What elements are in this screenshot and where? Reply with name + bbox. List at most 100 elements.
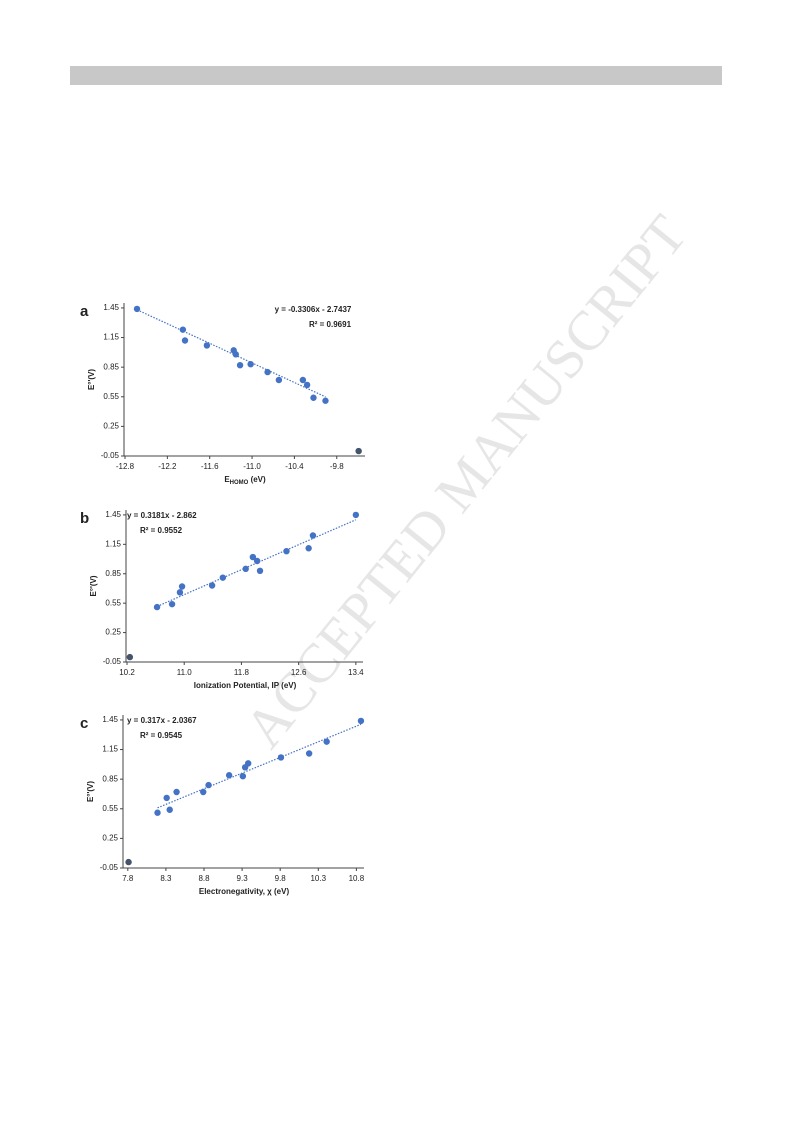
y-tick-label: -0.05 [101, 451, 120, 460]
data-point [219, 574, 227, 581]
x-axis-label: Ionization Potential, IP (eV) [194, 681, 297, 690]
y-tick-label: 1.15 [102, 745, 118, 754]
x-label-main: Ionization Potential, IP (eV) [194, 681, 297, 690]
data-point [181, 337, 189, 344]
data-point [323, 738, 330, 745]
data-point [253, 557, 261, 565]
data-point [239, 773, 247, 780]
data-point [154, 809, 161, 816]
data-point [355, 447, 362, 455]
data-point [236, 361, 244, 369]
y-tick-label: 1.15 [105, 539, 121, 548]
data-point [208, 582, 216, 589]
y-tick-label: 0.25 [105, 628, 121, 637]
y-tick-label: 0.85 [105, 569, 121, 578]
data-point [275, 376, 283, 384]
panel-label: b [80, 510, 89, 527]
header-bar [70, 66, 722, 85]
x-label-sub: HOMO [230, 480, 249, 486]
y-axis-label: E°'(V) [87, 369, 96, 390]
x-tick-label: 12.6 [291, 668, 307, 677]
data-point [176, 589, 184, 596]
data-point [166, 806, 173, 813]
data-point [153, 603, 161, 611]
trend-equation: y = 0.317x - 2.0367 [127, 716, 197, 725]
r-squared: R² = 0.9691 [309, 320, 352, 329]
y-tick-label: 0.55 [102, 804, 118, 813]
x-axis-label: EHOMO (eV) [224, 475, 266, 485]
data-point [133, 305, 141, 313]
trend-equation: y = -0.3306x - 2.7437 [275, 305, 352, 314]
x-tick-label: -9.8 [330, 462, 344, 471]
data-point [309, 532, 317, 539]
data-point [178, 583, 186, 590]
data-point [283, 547, 290, 555]
trendline [136, 309, 326, 398]
data-point [200, 788, 207, 796]
data-point [173, 788, 180, 796]
data-point [303, 381, 311, 389]
y-tick-label: 0.85 [103, 362, 119, 371]
x-tick-label: 8.3 [160, 874, 172, 883]
y-tick-label: -0.05 [100, 863, 119, 872]
data-point [179, 326, 187, 333]
data-point [299, 376, 307, 384]
x-tick-label: 7.8 [122, 874, 134, 883]
y-tick-label: 0.85 [102, 774, 118, 783]
x-label-unit: (eV) [251, 475, 266, 484]
x-tick-label: -12.2 [158, 462, 177, 471]
data-point [225, 772, 233, 779]
data-point [310, 394, 317, 401]
data-point [322, 397, 329, 404]
data-point [205, 781, 212, 789]
x-label-main: Electronegativity, χ (eV) [199, 887, 290, 896]
x-tick-label: 11.8 [234, 668, 250, 677]
data-point [249, 553, 257, 561]
data-point [247, 361, 254, 368]
x-tick-label: -12.8 [116, 462, 135, 471]
x-tick-label: 10.3 [310, 874, 326, 883]
data-point [357, 717, 365, 725]
y-axis-label: E°'(V) [86, 781, 95, 802]
panel-label: a [80, 303, 89, 320]
y-axis-label: E°'(V) [89, 575, 98, 596]
y-tick-label: 1.45 [103, 303, 119, 312]
y-tick-label: 1.15 [103, 333, 119, 342]
data-point [168, 600, 176, 608]
x-tick-label: 13.4 [348, 668, 364, 677]
data-point [244, 760, 252, 767]
x-tick-label: -11.6 [201, 462, 219, 471]
x-tick-label: -10.4 [285, 462, 304, 471]
data-point [305, 545, 312, 552]
x-axis-label: Electronegativity, χ (eV) [199, 887, 290, 896]
y-tick-label: 0.25 [103, 421, 119, 430]
x-label-main: E [224, 475, 230, 484]
data-point [277, 754, 285, 761]
data-point [126, 653, 134, 661]
panel-label: c [80, 715, 88, 732]
data-point [264, 368, 271, 376]
x-tick-label: 9.8 [275, 874, 287, 883]
data-point [242, 565, 249, 573]
data-point [232, 351, 240, 358]
x-tick-label: -11.0 [243, 462, 261, 471]
x-tick-label: 11.0 [177, 668, 193, 677]
data-point [203, 342, 211, 349]
x-tick-label: 10.2 [119, 668, 135, 677]
data-point [352, 511, 360, 519]
x-tick-label: 10.8 [349, 874, 365, 883]
data-point [163, 794, 170, 802]
data-point [125, 858, 132, 866]
data-point [256, 567, 264, 574]
y-tick-label: -0.05 [103, 657, 122, 666]
trendline [157, 723, 362, 809]
r-squared: R² = 0.9545 [140, 731, 183, 740]
y-tick-label: 0.55 [103, 392, 119, 401]
trend-equation: y = 0.3181x - 2.862 [127, 511, 197, 520]
y-tick-label: 1.45 [102, 715, 118, 724]
y-tick-label: 1.45 [105, 510, 121, 519]
y-tick-label: 0.25 [102, 833, 118, 842]
x-tick-label: 8.8 [198, 874, 210, 883]
r-squared: R² = 0.9552 [140, 526, 183, 535]
